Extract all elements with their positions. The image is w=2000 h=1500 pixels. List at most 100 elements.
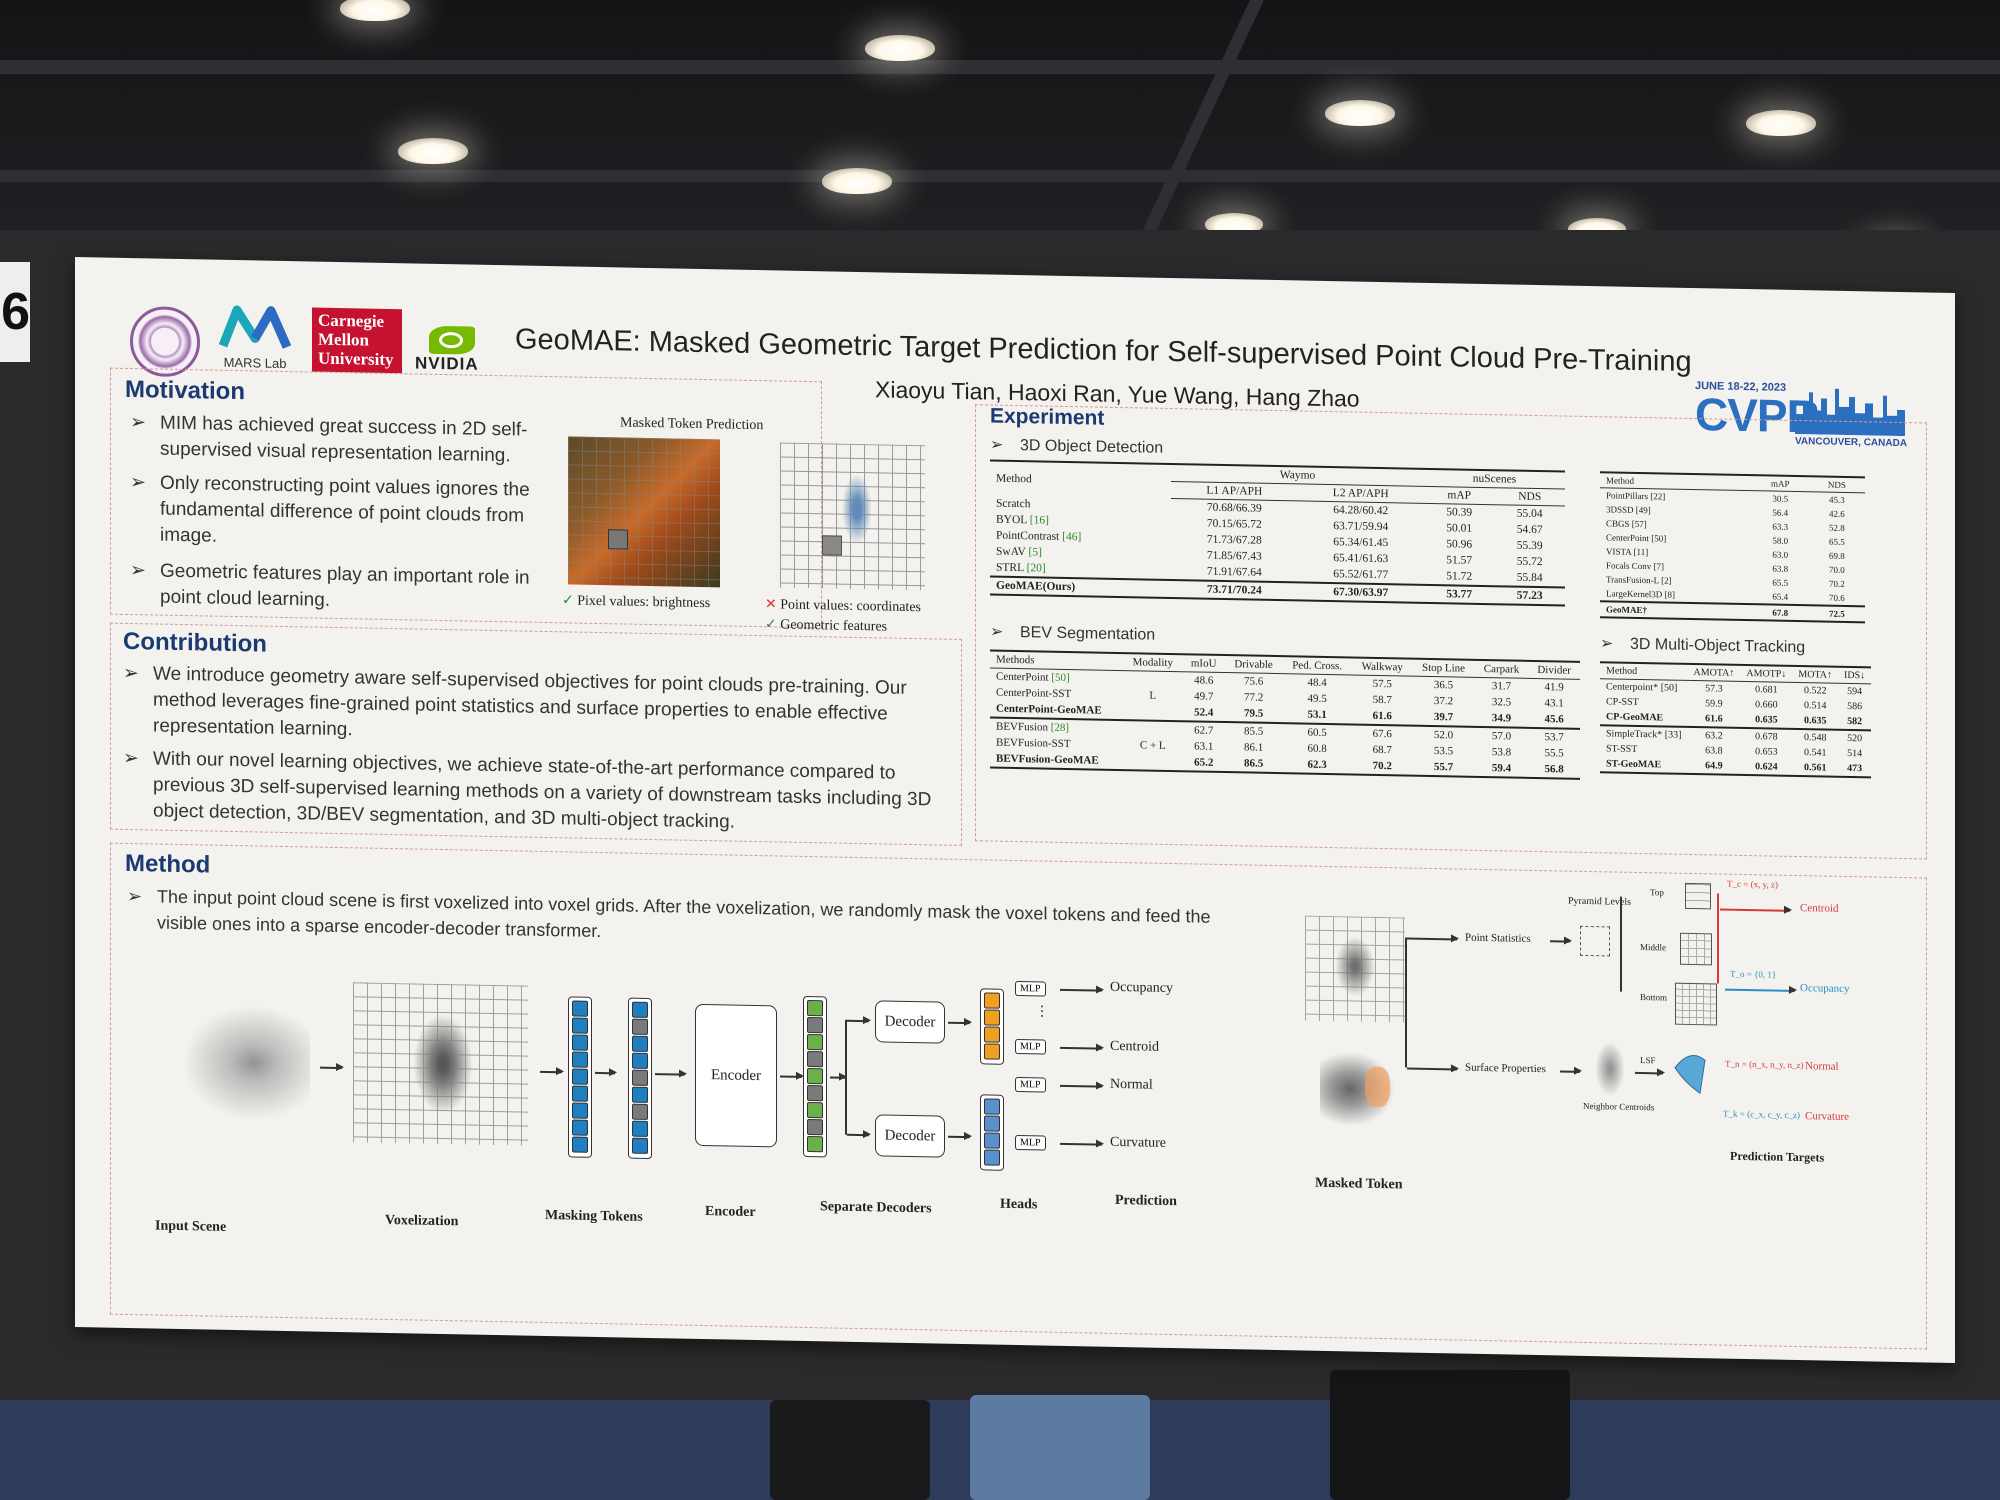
table-cell: 50.01 bbox=[1446, 522, 1473, 535]
table-cell: 63.1 bbox=[1194, 740, 1214, 753]
tn-formula: T_n = (n_x, n_y, n_z) bbox=[1725, 1058, 1804, 1071]
voxel-token bbox=[807, 1085, 823, 1102]
motivation-bullet: MIM has achieved great success in 2D sel… bbox=[160, 411, 550, 470]
table-cell: SimpleTrack* [33] bbox=[1606, 728, 1682, 741]
table-cell: 69.8 bbox=[1829, 550, 1845, 561]
method-title: Method bbox=[125, 849, 211, 879]
table-cell: 57.5 bbox=[1372, 677, 1392, 691]
cross-icon: ✕ bbox=[765, 597, 781, 613]
normal-label: Normal bbox=[1110, 1076, 1153, 1093]
experiment-title: Experiment bbox=[990, 404, 1105, 430]
table-cell: 85.5 bbox=[1243, 725, 1264, 738]
voxel-token bbox=[632, 1001, 648, 1018]
voxel-token bbox=[807, 1102, 823, 1119]
table-cell: 70.6 bbox=[1829, 592, 1845, 603]
table-cell: 63.8 bbox=[1705, 745, 1723, 757]
ceiling-beam bbox=[0, 60, 2000, 74]
table-cell: 57.3 bbox=[1705, 683, 1723, 695]
table-cell: 51.57 bbox=[1446, 554, 1473, 567]
table-cell: 52.0 bbox=[1433, 729, 1454, 742]
contribution-title: Contribution bbox=[123, 627, 267, 658]
input-scene-label: Input Scene bbox=[155, 1218, 227, 1235]
mlp-head: MLP bbox=[1015, 1077, 1046, 1093]
mlp-ellipsis: ⋮ bbox=[1035, 1004, 1049, 1020]
voxel-token bbox=[807, 1017, 823, 1034]
curvature-label: Curvature bbox=[1110, 1134, 1166, 1151]
voxel-token bbox=[807, 1000, 823, 1017]
method-name: CenterPoint-SST bbox=[996, 686, 1072, 701]
poster: MARS Lab Carnegie Mellon University NVID… bbox=[75, 256, 1955, 1364]
table-cell: 60.5 bbox=[1307, 726, 1327, 739]
method-name: BYOL bbox=[996, 513, 1027, 527]
table-cell: 0.635 bbox=[1755, 714, 1778, 726]
table-cell: 41.9 bbox=[1544, 681, 1564, 694]
centroid-label: Centroid bbox=[1110, 1038, 1159, 1055]
table-cell: 50.96 bbox=[1446, 538, 1473, 551]
bev-subtitle: BEV Segmentation bbox=[1020, 620, 1155, 649]
flow-arrow bbox=[830, 1076, 845, 1079]
voxel-token bbox=[632, 1035, 648, 1052]
table-cell: 72.5 bbox=[1829, 608, 1845, 619]
nuscenes-rows: PointPillars [22] 30.5 45.3 3DSSD [49] 56.4 4… bbox=[1600, 488, 1865, 623]
target-line bbox=[1717, 893, 1719, 984]
table-cell: CP-SST bbox=[1606, 696, 1639, 708]
occupancy-label: Occupancy bbox=[1110, 979, 1173, 997]
booth-number: 6 bbox=[0, 262, 30, 362]
method-cell: BEVFusion-GeoMAE bbox=[990, 751, 1123, 771]
encoder-box: Encoder bbox=[695, 1003, 777, 1148]
encoder-label: Encoder bbox=[705, 1204, 756, 1221]
col-method: Method bbox=[996, 472, 1032, 486]
modality-cell bbox=[1123, 703, 1182, 721]
method-name: STRL bbox=[996, 561, 1024, 575]
check-icon: ✓ bbox=[562, 593, 578, 609]
mot-subtitle: 3D Multi-Object Tracking bbox=[1630, 632, 1805, 661]
table-cell: 63.0 bbox=[1772, 549, 1789, 560]
voxel-token bbox=[572, 1034, 588, 1051]
table-cell: 31.7 bbox=[1491, 680, 1512, 693]
method-name: BEVFusion bbox=[996, 720, 1048, 734]
table-cell: 52.4 bbox=[1194, 706, 1214, 719]
ceiling-light-icon bbox=[1325, 100, 1395, 126]
table-cell: CP-GeoMAE bbox=[1606, 711, 1664, 724]
masked-token-prediction-title: Masked Token Prediction bbox=[620, 415, 764, 434]
surface-properties-label: Surface Properties bbox=[1465, 1061, 1546, 1076]
voxelization-label: Voxelization bbox=[385, 1212, 459, 1230]
table-cell: 48.4 bbox=[1307, 676, 1327, 689]
check-icon: ✓ bbox=[765, 617, 781, 633]
lsf-label: LSF bbox=[1640, 1055, 1656, 1066]
table-cell: 49.5 bbox=[1307, 692, 1327, 705]
mars-logo-icon bbox=[218, 305, 292, 349]
curvature-target: Curvature bbox=[1805, 1110, 1849, 1124]
decoder-box: Decoder bbox=[875, 1000, 945, 1044]
separate-decoders-label: Separate Decoders bbox=[820, 1199, 932, 1217]
table-cell: 55.72 bbox=[1516, 555, 1543, 569]
reference: [28] bbox=[1047, 721, 1070, 735]
voxel-token bbox=[807, 1034, 823, 1051]
geometric-caption-text: Geometric features bbox=[780, 617, 888, 635]
token-column-masked bbox=[628, 997, 652, 1160]
col-header: Stop Line bbox=[1412, 658, 1475, 678]
table-cell: Centerpoint* [50] bbox=[1606, 681, 1678, 694]
col-header: Divider bbox=[1528, 660, 1580, 680]
masking-tokens-label: Masking Tokens bbox=[545, 1207, 643, 1225]
table-cell: 60.8 bbox=[1307, 742, 1327, 755]
table-cell: 53.1 bbox=[1307, 708, 1327, 721]
prediction-targets-label: Prediction Targets bbox=[1730, 1148, 1825, 1165]
table-cell: 61.6 bbox=[1372, 709, 1392, 723]
voxel-token bbox=[632, 1120, 648, 1137]
bev-rows: CenterPoint [50] 48.6 75.6 48.4 57.5 36.5 31.7… bbox=[990, 668, 1580, 779]
table-cell: 75.6 bbox=[1243, 675, 1264, 688]
table-cell: 58.0 bbox=[1772, 535, 1789, 546]
table-cell: 59.9 bbox=[1705, 698, 1723, 710]
branch-line bbox=[845, 1019, 847, 1135]
table-cell: 53.5 bbox=[1433, 745, 1454, 758]
modality-cell: L bbox=[1149, 689, 1157, 702]
table-cell: 67.8 bbox=[1772, 607, 1789, 618]
voxel-token bbox=[572, 1102, 588, 1119]
modality-cell bbox=[1123, 671, 1182, 689]
pyramid-cube-image bbox=[1580, 925, 1610, 957]
table-cell: 63.8 bbox=[1772, 563, 1789, 574]
point-caption-text: Point values: coordinates bbox=[780, 597, 921, 616]
table-cell: 0.653 bbox=[1755, 746, 1778, 758]
table-cell: 62.7 bbox=[1194, 724, 1214, 737]
